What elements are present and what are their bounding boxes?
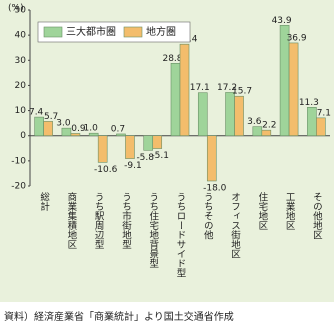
y-tick-label: 40	[15, 31, 27, 41]
bar	[206, 135, 217, 182]
y-tick-label: 50	[15, 6, 27, 16]
y-tick-label: 10	[15, 106, 27, 116]
value-label: -9.1	[124, 161, 142, 171]
source: 資料）経済産業省「商業統計」より国土交通省作成	[4, 310, 234, 323]
bar	[43, 121, 53, 137]
legend-label: 地方圏	[146, 25, 176, 38]
y-tick-label: 30	[15, 56, 27, 66]
y-tick-label: -10	[11, 156, 26, 166]
value-label: -18.0	[203, 183, 227, 193]
value-label: 43.9	[272, 16, 292, 26]
x-tick-label: 商業集積地区	[65, 191, 77, 249]
bar	[34, 116, 44, 137]
value-label: -5.1	[151, 151, 169, 161]
bar	[197, 92, 208, 137]
y-tick-label: 0	[20, 131, 26, 141]
bar	[70, 133, 81, 137]
bar	[261, 129, 272, 137]
value-label: 7.4	[29, 108, 44, 118]
bar	[88, 132, 99, 137]
y-tick-label: -20	[11, 182, 26, 192]
value-label: 28.8	[162, 54, 182, 64]
y-unit: (%)	[8, 4, 24, 14]
bar	[316, 117, 326, 137]
bar	[225, 92, 235, 137]
x-tick-label: うちその他	[202, 192, 214, 240]
x-tick-label: 総計	[38, 191, 50, 212]
bar	[252, 126, 263, 137]
bar	[307, 107, 317, 137]
x-tick-label: 工業地区	[284, 192, 296, 230]
legend-swatch	[123, 26, 143, 38]
value-label: -5.8	[136, 153, 154, 163]
value-label: 2.2	[262, 121, 276, 131]
x-tick-label: うち住宅地背景型	[147, 192, 159, 268]
bar	[61, 127, 72, 137]
value-label: 3.6	[247, 117, 262, 127]
value-label: 17.1	[190, 83, 210, 93]
bar	[170, 63, 181, 137]
value-label: 11.3	[299, 98, 319, 108]
legend-swatch	[43, 26, 63, 38]
x-tick-label: その他地区	[311, 192, 323, 240]
x-tick-label: オフィス街地区	[229, 192, 241, 259]
value-label: -10.6	[94, 165, 118, 175]
bar	[116, 133, 126, 137]
value-label: 0.7	[111, 124, 125, 134]
bar	[143, 135, 154, 151]
x-tick-label: うちロードサイド型	[175, 192, 187, 278]
x-tick-label: 住宅地区	[256, 191, 268, 230]
chart-background	[0, 0, 334, 302]
value-label: 3.0	[56, 119, 71, 129]
legend-label: 三大都市圏	[66, 25, 116, 38]
value-label: 17.2	[217, 83, 237, 93]
legend-box	[37, 21, 191, 43]
value-label: 7.1	[317, 108, 331, 118]
y-tick-label: 20	[15, 81, 27, 91]
bar	[234, 95, 244, 137]
bar	[97, 135, 108, 163]
bar	[288, 42, 299, 137]
x-tick-label: うち市街地型	[120, 192, 132, 249]
value-label: 15.7	[232, 87, 252, 97]
value-label: 36.9	[287, 33, 307, 43]
x-tick-label: うち駅周辺型	[93, 192, 105, 249]
value-label: 5.7	[44, 112, 58, 122]
value-label: 1.0	[84, 124, 99, 134]
value-label: 0.9	[71, 124, 86, 134]
bar	[125, 135, 135, 159]
bar	[179, 43, 190, 137]
bar	[152, 135, 163, 149]
